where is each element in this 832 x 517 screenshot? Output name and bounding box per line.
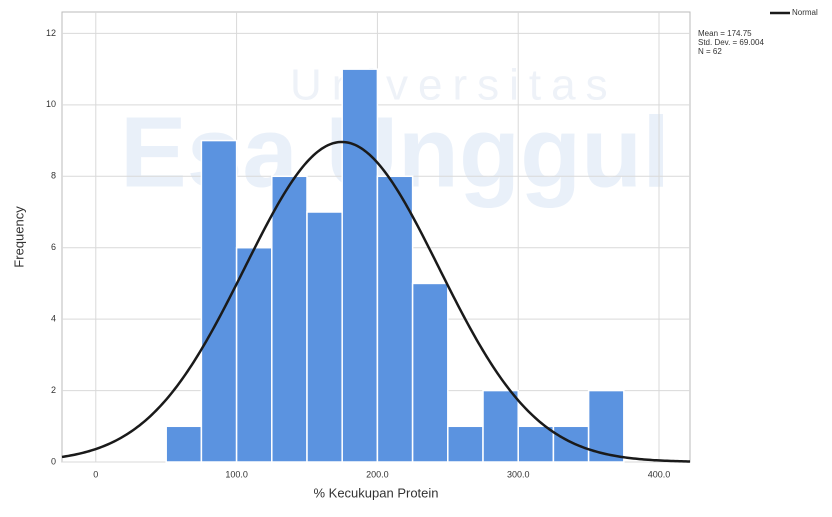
legend-stat: Std. Dev. = 69.004 xyxy=(698,38,764,47)
bar xyxy=(552,425,590,463)
normal-curve xyxy=(61,140,691,463)
y-tick-label: 12 xyxy=(46,28,56,38)
y-tick-label: 6 xyxy=(51,242,56,252)
legend-stat: Mean = 174.75 xyxy=(698,29,752,38)
bar xyxy=(271,175,308,463)
bar xyxy=(341,68,379,463)
x-tick-label: 400.0 xyxy=(648,469,671,479)
x-tick-label: 300.0 xyxy=(507,469,530,479)
y-tick-label: 8 xyxy=(51,171,56,181)
x-axis-label: % Kecukupan Protein xyxy=(313,485,438,500)
y-tick-label: 2 xyxy=(51,385,56,395)
bar xyxy=(447,425,484,463)
y-axis-label: Frequency xyxy=(11,206,26,268)
bar xyxy=(376,175,414,463)
legend-label: Normal xyxy=(792,8,818,17)
bar xyxy=(165,425,203,463)
y-tick-label: 4 xyxy=(51,314,56,324)
bar xyxy=(200,139,238,463)
x-tick-label: 200.0 xyxy=(366,469,389,479)
legend-stat: N = 62 xyxy=(698,47,722,56)
bar xyxy=(411,282,449,463)
bar xyxy=(482,389,519,463)
y-tick-label: 10 xyxy=(46,99,56,109)
bar xyxy=(235,246,273,463)
x-tick-label: 100.0 xyxy=(225,469,248,479)
x-tick-label: 0 xyxy=(93,469,98,479)
bar xyxy=(306,211,343,463)
bar xyxy=(517,425,555,463)
y-tick-label: 0 xyxy=(51,456,56,466)
